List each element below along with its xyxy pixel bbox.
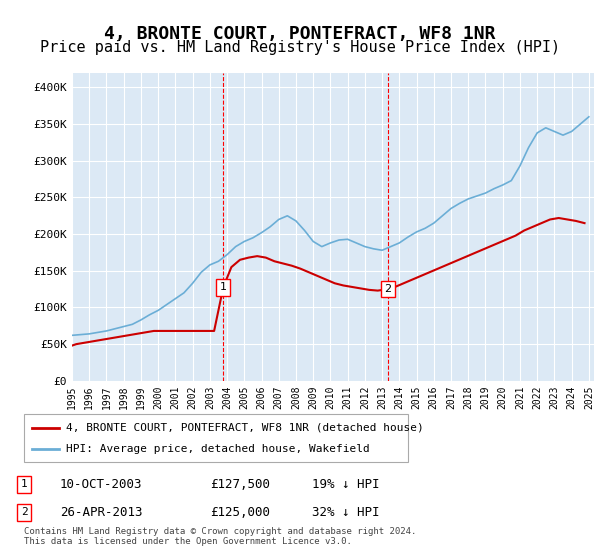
Text: 10-OCT-2003: 10-OCT-2003 — [60, 478, 143, 491]
Text: 4, BRONTE COURT, PONTEFRACT, WF8 1NR (detached house): 4, BRONTE COURT, PONTEFRACT, WF8 1NR (de… — [66, 423, 424, 433]
Text: Contains HM Land Registry data © Crown copyright and database right 2024.
This d: Contains HM Land Registry data © Crown c… — [24, 526, 416, 546]
Text: 2: 2 — [20, 507, 28, 517]
Text: 4, BRONTE COURT, PONTEFRACT, WF8 1NR: 4, BRONTE COURT, PONTEFRACT, WF8 1NR — [104, 25, 496, 43]
Text: £125,000: £125,000 — [210, 506, 270, 519]
Text: 1: 1 — [220, 282, 227, 292]
Text: HPI: Average price, detached house, Wakefield: HPI: Average price, detached house, Wake… — [66, 444, 370, 454]
Text: 2: 2 — [384, 284, 391, 294]
Text: Price paid vs. HM Land Registry's House Price Index (HPI): Price paid vs. HM Land Registry's House … — [40, 40, 560, 55]
Text: 19% ↓ HPI: 19% ↓ HPI — [312, 478, 380, 491]
Text: 26-APR-2013: 26-APR-2013 — [60, 506, 143, 519]
Text: £127,500: £127,500 — [210, 478, 270, 491]
Text: 1: 1 — [20, 479, 28, 489]
Text: 32% ↓ HPI: 32% ↓ HPI — [312, 506, 380, 519]
FancyBboxPatch shape — [24, 414, 408, 462]
